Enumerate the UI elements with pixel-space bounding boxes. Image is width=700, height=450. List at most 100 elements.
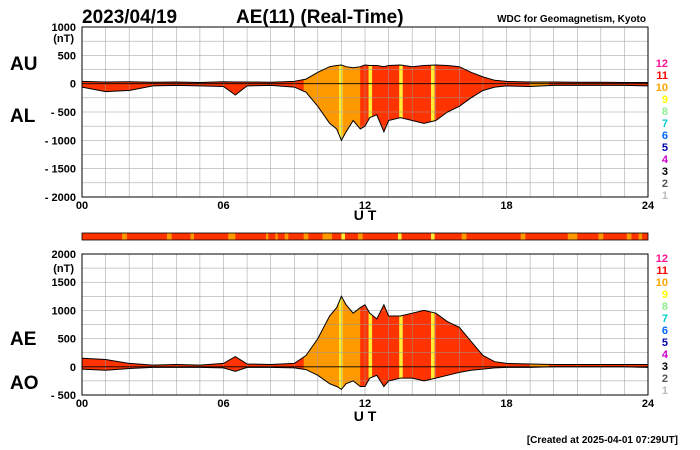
au-al-band-yellow	[368, 65, 373, 141]
strip-segment	[265, 233, 269, 240]
y-tick-label: 500	[58, 50, 76, 62]
strip-segment	[398, 233, 402, 240]
strip-segment	[228, 233, 236, 240]
y-tick-label: 2000	[52, 249, 76, 261]
x-tick-label: 12	[359, 398, 371, 410]
strip-segment	[303, 233, 309, 240]
legend-level-label: 7	[662, 313, 668, 325]
y-tick-label: 500	[58, 334, 76, 346]
legend-level-label: 11	[656, 265, 668, 277]
y-tick-label: - 2000	[45, 192, 76, 204]
strip-segment	[166, 233, 172, 240]
created-footer: [Created at 2025-04-01 07:29UT]	[527, 435, 678, 446]
strip-segment	[461, 233, 467, 240]
strip-segment	[341, 233, 345, 240]
legend-level-label: 5	[662, 337, 668, 349]
activity-status-strip	[81, 232, 649, 241]
x-tick-label: 24	[642, 398, 655, 410]
source-label: WDC for Geomagnetism, Kyoto	[497, 14, 646, 25]
legend-level-label: 8	[662, 106, 668, 118]
al-series-line	[81, 84, 649, 142]
ae-ao-band-yellow	[339, 296, 343, 390]
legend-level-label: 1	[662, 385, 668, 397]
strip-segment	[567, 233, 578, 240]
x-tick-label: 00	[76, 200, 88, 212]
legend-level-label: 9	[662, 94, 668, 106]
x-tick-label: 18	[500, 398, 512, 410]
legend-level-label: 2	[662, 178, 668, 190]
y-tick-label: 0	[70, 79, 76, 91]
legend-level-label: 7	[662, 118, 668, 130]
ae-series-label: AE	[10, 329, 36, 350]
strip-segment	[626, 233, 632, 240]
legend-level-label: 12	[656, 253, 668, 265]
legend-level-label: 5	[662, 142, 668, 154]
y-tick-label: 1500	[52, 277, 76, 289]
legend-level-label: 8	[662, 301, 668, 313]
strip-segment	[431, 233, 435, 240]
ae-ao-frame	[81, 253, 649, 396]
legend-level-label: 12	[656, 58, 668, 70]
strip-segment	[284, 233, 289, 240]
date-label: 2023/04/19	[82, 7, 177, 28]
strip-segment	[357, 233, 363, 240]
strip-segment	[122, 233, 127, 240]
au-al-frame	[81, 26, 649, 198]
y-tick-label: 0	[70, 362, 76, 374]
x-tick-label: 06	[217, 398, 229, 410]
legend-level-label: 4	[662, 349, 669, 361]
y-tick-label: - 1500	[45, 164, 76, 176]
strip-segment	[638, 233, 643, 240]
au-al-band-yellow	[339, 65, 343, 141]
legend-level-label: 9	[662, 289, 668, 301]
ae-series-line	[81, 295, 648, 366]
legend-level-label: 6	[662, 325, 668, 337]
legend-level-label: 10	[656, 82, 668, 94]
bottom-unit-label: (nT)	[53, 263, 74, 275]
x-tick-label: 12	[359, 200, 371, 212]
al-series-label: AL	[10, 106, 36, 127]
strip-segment	[322, 233, 332, 240]
legend-level-label: 11	[656, 70, 668, 82]
bottom-xaxis-title: U T	[354, 408, 377, 424]
x-tick-label: 06	[217, 200, 229, 212]
y-tick-label: - 1000	[45, 135, 76, 147]
au-al-band-yellow	[399, 65, 403, 141]
legend-level-label: 4	[662, 154, 669, 166]
strip-base	[82, 233, 648, 240]
ae-ao-band-yellow	[399, 296, 403, 390]
y-tick-label: - 500	[51, 107, 76, 119]
strip-segment	[520, 233, 526, 240]
chart-title: AE(11) (Real-Time)	[236, 7, 404, 28]
legend-level-label: 1	[662, 190, 668, 202]
legend-level-label: 10	[656, 277, 668, 289]
x-tick-label: 00	[76, 398, 88, 410]
legend-level-label: 2	[662, 373, 668, 385]
legend-level-label: 3	[662, 361, 668, 373]
legend-level-label: 6	[662, 130, 668, 142]
au-series-label: AU	[10, 54, 37, 75]
strip-segment	[598, 233, 604, 240]
y-tick-label: 1000	[52, 22, 76, 34]
y-tick-label: 1000	[52, 305, 76, 317]
x-tick-label: 24	[642, 200, 655, 212]
au-series-line	[81, 64, 648, 84]
strip-segment	[190, 233, 195, 240]
strip-frame	[81, 232, 649, 241]
au-al-grid	[81, 26, 649, 198]
ao-series-label: AO	[10, 373, 39, 394]
ae-ao-band-yellow	[368, 296, 373, 390]
ae-ao-grid	[81, 253, 649, 396]
ae-ao-band-yellow	[431, 296, 435, 390]
top-unit-label: (nT)	[53, 33, 74, 45]
x-tick-label: 18	[500, 200, 512, 212]
ao-series-line	[81, 366, 649, 391]
au-al-band-yellow	[431, 65, 435, 141]
strip-segment	[275, 233, 278, 240]
top-xaxis-title: U T	[354, 207, 377, 223]
